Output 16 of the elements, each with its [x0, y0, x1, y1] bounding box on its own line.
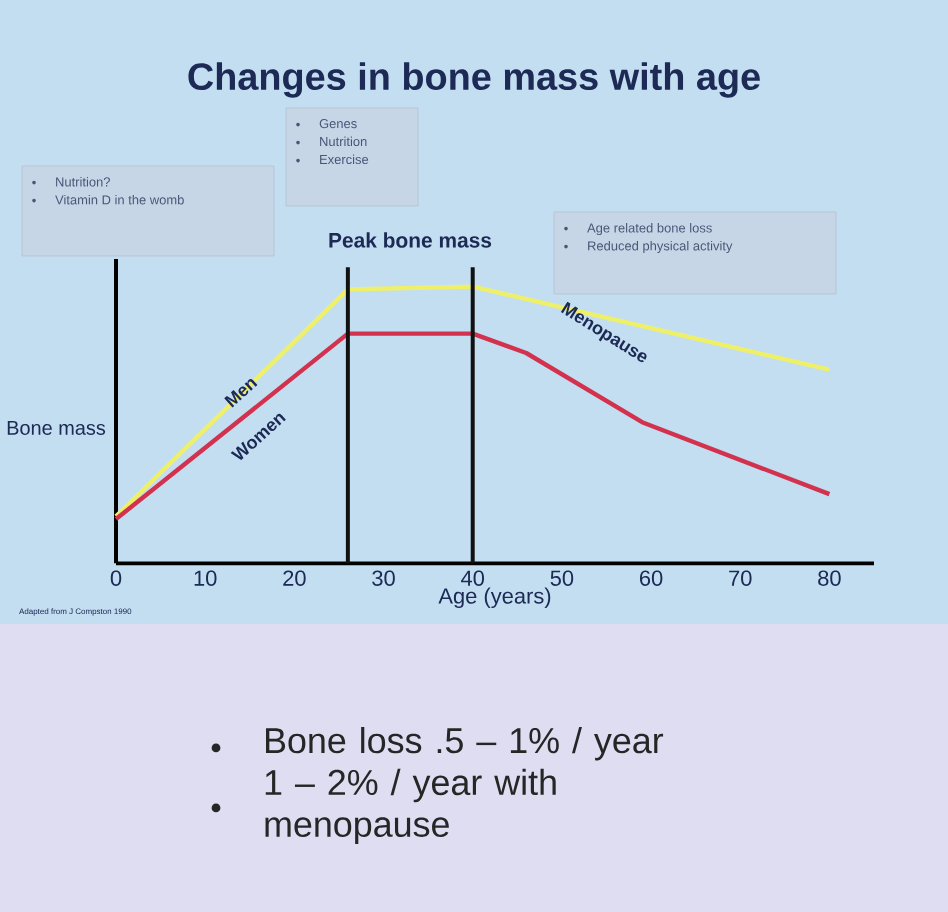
y-axis-title: Bone mass — [7, 421, 106, 435]
x-tick-label: 70 — [729, 570, 752, 586]
x-tick-label: 60 — [639, 570, 663, 586]
x-tick-label: 0 — [110, 570, 122, 586]
chart-title: Changes in bone mass with age — [188, 62, 760, 98]
x-tick-label: 50 — [550, 570, 574, 586]
x-tick-label: 40 — [461, 570, 485, 586]
x-tick-label: 20 — [283, 570, 306, 586]
text: Bone loss .5 – 1% / year — [265, 727, 664, 761]
text: 1 – 2% / year with menopause — [265, 768, 556, 845]
text: Men — [224, 379, 258, 408]
x-tick-label: 10 — [194, 570, 217, 586]
x-tick-label: 30 — [372, 570, 395, 586]
text: Peak bone mass — [329, 232, 492, 248]
x-tick-label: 80 — [818, 570, 841, 586]
x-axis-title: Age (years) — [438, 587, 551, 609]
